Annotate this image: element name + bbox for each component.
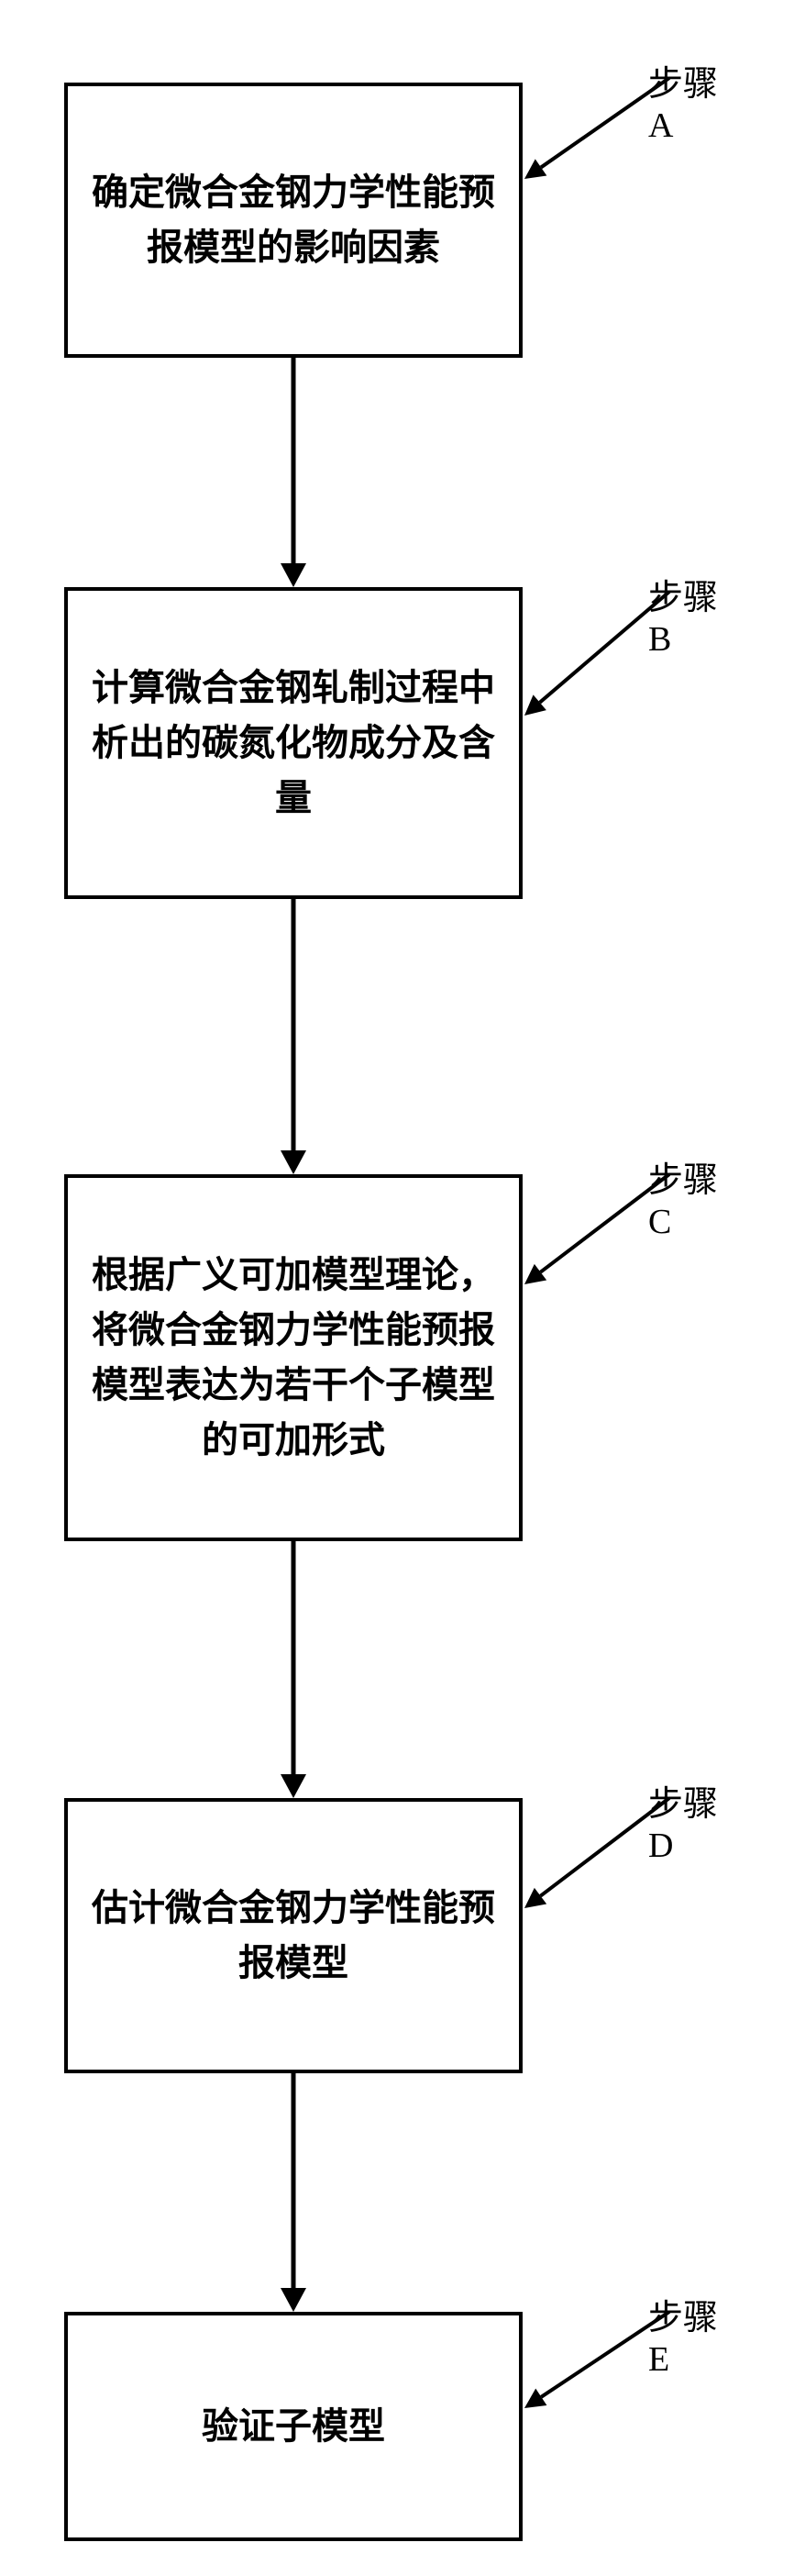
flow-arrow-b-c bbox=[281, 899, 306, 1174]
flow-box-a: 确定微合金钢力学性能预报模型的影响因素 bbox=[64, 83, 523, 358]
step-label-text: 步骤 D bbox=[648, 1785, 718, 1865]
flow-arrow-a-b bbox=[281, 358, 306, 587]
flow-box-d: 估计微合金钢力学性能预报模型 bbox=[64, 1798, 523, 2073]
step-label-text: 步骤 C bbox=[648, 1161, 718, 1241]
step-label-text: 步骤 A bbox=[648, 65, 718, 145]
flow-box-text: 验证子模型 bbox=[202, 2399, 385, 2454]
flow-box-text: 计算微合金钢轧制过程中析出的碳氮化物成分及含量 bbox=[86, 661, 501, 826]
flow-arrow-d-e bbox=[281, 2073, 306, 2312]
flow-box-text: 根据广义可加模型理论，将微合金钢力学性能预报模型表达为若干个子模型的可加形式 bbox=[86, 1248, 501, 1468]
step-label-text: 步骤 E bbox=[648, 2299, 718, 2379]
flow-box-text: 确定微合金钢力学性能预报模型的影响因素 bbox=[86, 165, 501, 275]
step-label-c: 步骤 C bbox=[648, 1151, 745, 1242]
flow-box-c: 根据广义可加模型理论，将微合金钢力学性能预报模型表达为若干个子模型的可加形式 bbox=[64, 1174, 523, 1541]
step-label-text: 步骤 B bbox=[648, 579, 718, 659]
flow-box-e: 验证子模型 bbox=[64, 2312, 523, 2541]
step-label-d: 步骤 D bbox=[648, 1775, 745, 1866]
step-label-b: 步骤 B bbox=[648, 569, 745, 660]
flow-arrow-c-d bbox=[281, 1541, 306, 1798]
step-label-e: 步骤 E bbox=[648, 2289, 745, 2380]
flow-box-text: 估计微合金钢力学性能预报模型 bbox=[86, 1881, 501, 1991]
flow-box-b: 计算微合金钢轧制过程中析出的碳氮化物成分及含量 bbox=[64, 587, 523, 899]
step-label-a: 步骤 A bbox=[648, 55, 745, 146]
